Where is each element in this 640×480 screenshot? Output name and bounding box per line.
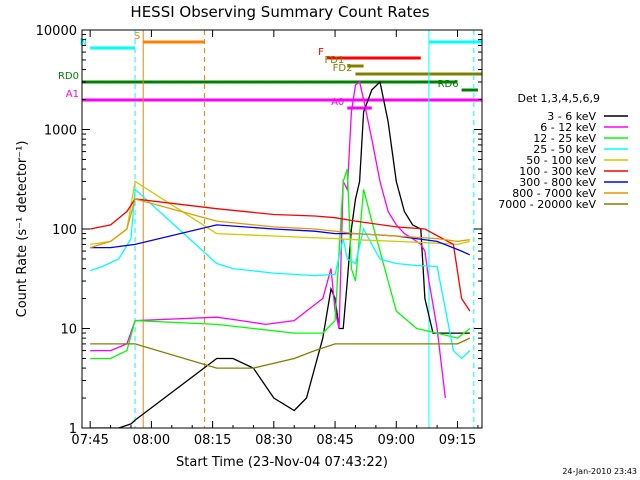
y-tick-label-4: 10000 [36, 24, 77, 39]
marker-label-rd6: RD6 [438, 79, 459, 90]
x-tick-label-5: 09:00 [378, 433, 415, 448]
marker-label-fd1: FD1 [324, 55, 344, 66]
y-tick-label-1: 10 [60, 323, 77, 338]
legend-entry-label-6: 300 - 800 keV [519, 176, 596, 189]
series-lines [89, 80, 471, 428]
x-tick-label-6: 09:15 [439, 433, 476, 448]
series-line-3 [89, 188, 471, 360]
x-tick-label-0: 07:45 [71, 433, 108, 448]
y-tick-label-3: 1000 [44, 124, 77, 139]
marker-label-s: S [134, 31, 140, 42]
x-tick-label-1: 08:00 [133, 433, 170, 448]
vertical-markers [134, 30, 475, 428]
series-line-4 [90, 180, 470, 246]
legend-entry-label-1: 6 - 12 keV [540, 121, 596, 134]
x-tick-label-2: 08:15 [194, 433, 231, 448]
footer-timestamp: 24-Jan-2010 23:43 [562, 467, 637, 476]
x-axis: 07:45 08:00 08:15 08:30 08:45 09:00 09:15 [71, 30, 479, 448]
y-axis-label: Count Rate (s⁻¹ detector⁻¹) [15, 141, 30, 318]
legend-entry-label-2: 12 - 25 keV [533, 132, 596, 145]
series-line-0 [90, 80, 470, 428]
x-tick-label-4: 08:45 [316, 433, 353, 448]
series-line-1 [90, 80, 446, 399]
y-axis: 1 10 100 1000 10000 [36, 24, 482, 437]
marker-label-f: F [318, 47, 324, 58]
legend-entry-label-3: 25 - 50 keV [533, 143, 596, 156]
series-line-5 [90, 198, 471, 312]
marker-label-a1: A1 [66, 89, 79, 100]
legend-entry-label-0: 3 - 6 keV [547, 110, 596, 123]
x-axis-label: Start Time (23-Nov-04 07:43:22) [176, 455, 388, 470]
series-line-2 [90, 168, 471, 360]
marker-label-n: N [80, 37, 87, 48]
legend-entry-label-5: 100 - 300 keV [519, 165, 596, 178]
legend-entry-label-4: 50 - 100 keV [526, 154, 596, 167]
legend-entry-label-8: 7000 - 20000 keV [498, 198, 596, 211]
y-tick-label-0: 1 [69, 422, 77, 437]
series-line-6 [90, 224, 471, 256]
series-line-7 [90, 198, 470, 249]
chart-title: HESSI Observing Summary Count Rates [130, 3, 429, 21]
marker-label-fd2: FD2 [333, 63, 353, 74]
marker-label-a0: A0 [331, 97, 344, 108]
y-tick-label-2: 100 [52, 223, 77, 238]
series-line-8 [90, 337, 471, 369]
marker-label-rd0: RD0 [58, 71, 79, 82]
legend-entry-label-7: 800 - 7000 keV [512, 187, 596, 200]
legend-title: Det 1,3,4,5,6,9 [517, 92, 600, 105]
x-tick-label-3: 08:30 [255, 433, 292, 448]
